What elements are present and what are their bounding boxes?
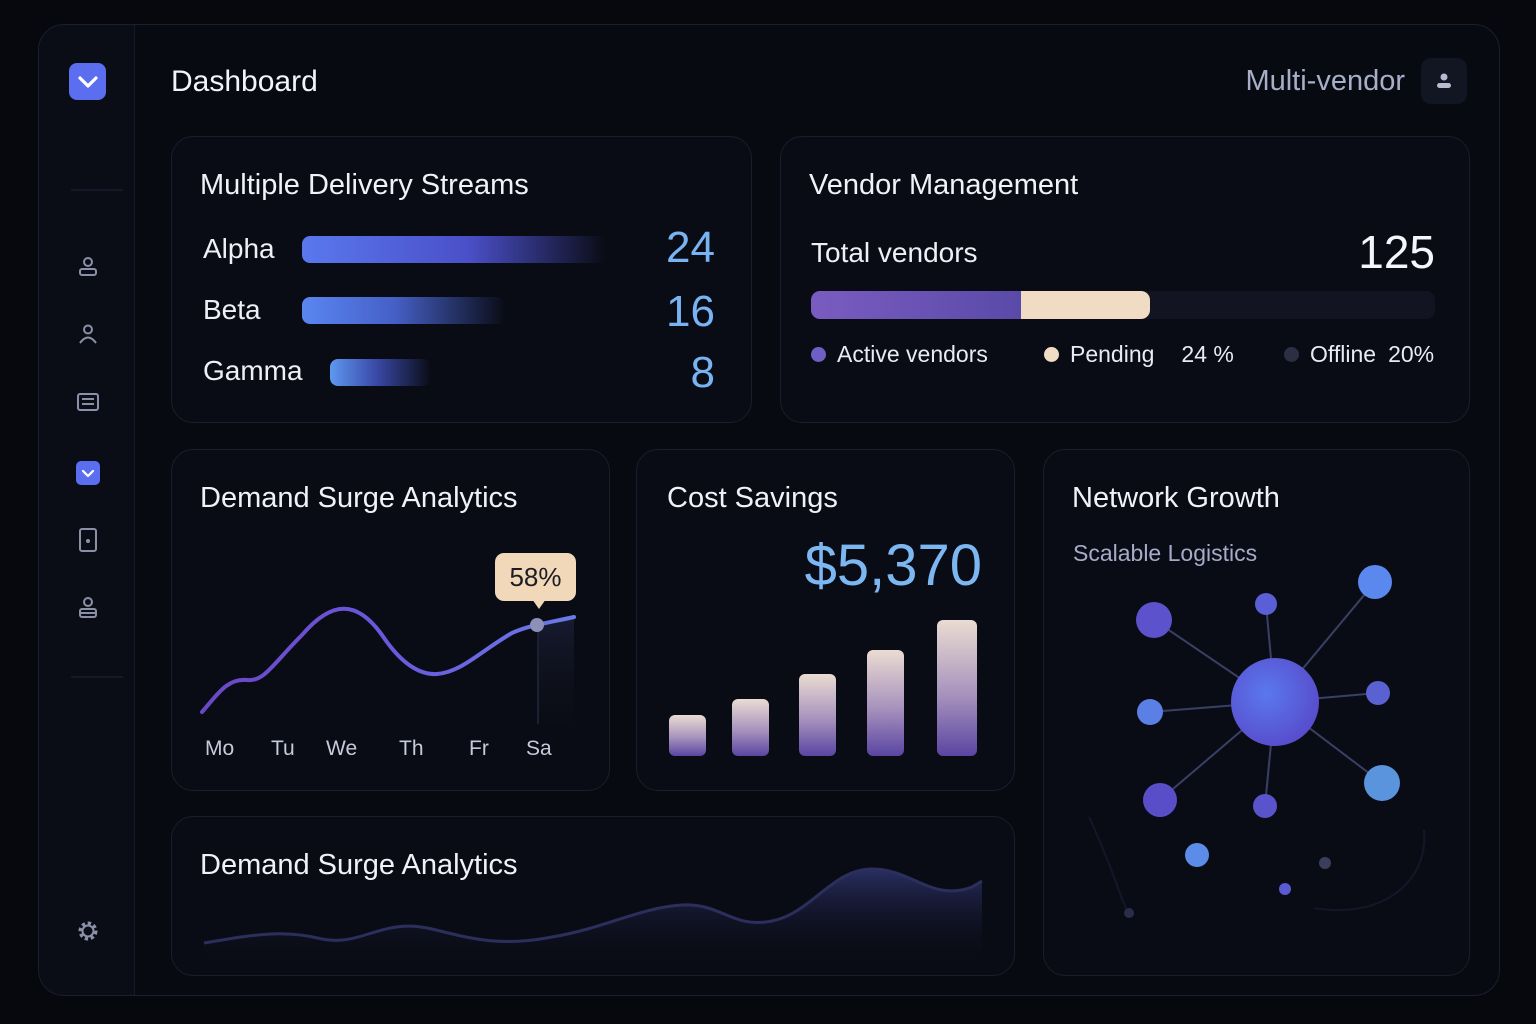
list-icon[interactable]: [75, 389, 101, 415]
sidebar: [39, 25, 135, 995]
demand-line-chart: [200, 606, 576, 740]
card-title: Multiple Delivery Streams: [200, 169, 529, 201]
day-label: Sa: [526, 737, 552, 760]
demand-area: [204, 869, 982, 957]
network-node[interactable]: [1124, 908, 1134, 918]
demand-surge-card: Demand Surge Analytics 58% Mo Tu We T: [171, 449, 610, 791]
network-node[interactable]: [1364, 765, 1400, 801]
user-icon[interactable]: [75, 253, 101, 279]
stream-label: Beta: [203, 294, 261, 325]
network-node[interactable]: [1319, 857, 1331, 869]
highlight-shade: [538, 618, 574, 740]
network-node[interactable]: [1137, 699, 1163, 725]
stream-label: Alpha: [203, 233, 275, 264]
cost-bar: [867, 650, 904, 756]
account-label[interactable]: Multi-vendor: [1245, 65, 1405, 97]
vendor-segment-bar: [811, 291, 1435, 319]
pending-dot-icon: [1044, 347, 1059, 362]
avatar[interactable]: [1421, 58, 1467, 104]
legend-label: Pending: [1070, 341, 1155, 367]
day-label: Th: [399, 737, 424, 760]
sidebar-divider: [71, 189, 123, 191]
stream-bar-beta: [302, 297, 505, 324]
card-subtitle: Scalable Logistics: [1073, 540, 1258, 566]
cost-savings-value: $5,370: [804, 533, 982, 598]
network-graph: [1088, 565, 1426, 918]
cost-bar: [732, 699, 769, 756]
day-label: Fr: [469, 737, 489, 760]
demand-line: [200, 606, 576, 714]
legend-label: Offline: [1310, 341, 1377, 367]
card-title: Vendor Management: [809, 169, 1079, 201]
card-title: Cost Savings: [667, 482, 838, 514]
hub-node[interactable]: [1231, 658, 1319, 746]
stream-value: 8: [690, 348, 715, 397]
active-dot-icon: [811, 347, 826, 362]
network-node[interactable]: [1366, 681, 1390, 705]
page-title: Dashboard: [171, 65, 318, 98]
total-vendors-label: Total vendors: [811, 237, 978, 268]
demand-surge-area-card: Demand Surge Analytics: [171, 816, 1015, 976]
network-node[interactable]: [1185, 843, 1209, 867]
stream-label: Gamma: [203, 355, 303, 386]
stream-value: 24: [666, 223, 715, 272]
day-label: We: [326, 737, 358, 760]
legend-pct: 20%: [1388, 341, 1435, 367]
legend-label: Active vendors: [837, 341, 988, 367]
cost-savings-card: Cost Savings $5,370: [636, 449, 1015, 791]
legend-pending: Pending 24 %: [1044, 341, 1234, 368]
network-node[interactable]: [1143, 783, 1177, 817]
data-point[interactable]: [530, 618, 544, 632]
network-node[interactable]: [1358, 565, 1392, 599]
demand-area-chart: [203, 867, 983, 957]
stream-bar-gamma: [330, 359, 432, 386]
offline-dot-icon: [1284, 347, 1299, 362]
tablet-icon[interactable]: [75, 527, 101, 553]
demand-area-line: [203, 867, 983, 945]
app-frame: Dashboard Multi-vendor Multiple Delivery…: [38, 24, 1500, 996]
legend-pct: 24 %: [1181, 341, 1234, 367]
cost-bar: [669, 715, 706, 756]
settings-icon[interactable]: [75, 918, 101, 944]
network-node[interactable]: [1136, 602, 1172, 638]
user-stack-icon[interactable]: [75, 595, 101, 621]
legend-offline: Offline 20%: [1284, 341, 1434, 368]
stream-value: 16: [666, 287, 715, 336]
day-label: Mo: [205, 737, 235, 760]
value-tooltip: 58%: [495, 553, 576, 609]
user-icon: [1437, 73, 1451, 88]
card-title: Demand Surge Analytics: [200, 482, 518, 514]
sidebar-divider: [71, 676, 123, 678]
delivery-streams-card: Multiple Delivery Streams Alpha 24 Beta …: [171, 136, 752, 423]
stream-bar-alpha: [302, 236, 606, 263]
cost-bar: [799, 674, 836, 756]
cost-bar: [937, 620, 977, 756]
network-growth-card: Network Growth Scalable Logistics: [1043, 449, 1470, 976]
card-title: Demand Surge Analytics: [200, 849, 518, 881]
check-logo-icon[interactable]: [69, 63, 106, 100]
segment-active: [811, 291, 1021, 319]
total-vendors-value: 125: [1358, 226, 1435, 278]
card-title: Network Growth: [1072, 482, 1280, 514]
person-icon[interactable]: [75, 321, 101, 347]
network-node[interactable]: [1253, 794, 1277, 818]
segment-pending: [1020, 291, 1150, 319]
day-label: Tu: [271, 737, 295, 760]
check-icon[interactable]: [76, 461, 100, 485]
legend-active: Active vendors: [811, 341, 988, 368]
vendor-management-card: Vendor Management Total vendors 125 Acti…: [780, 136, 1470, 423]
network-node[interactable]: [1255, 593, 1277, 615]
network-node[interactable]: [1279, 883, 1291, 895]
